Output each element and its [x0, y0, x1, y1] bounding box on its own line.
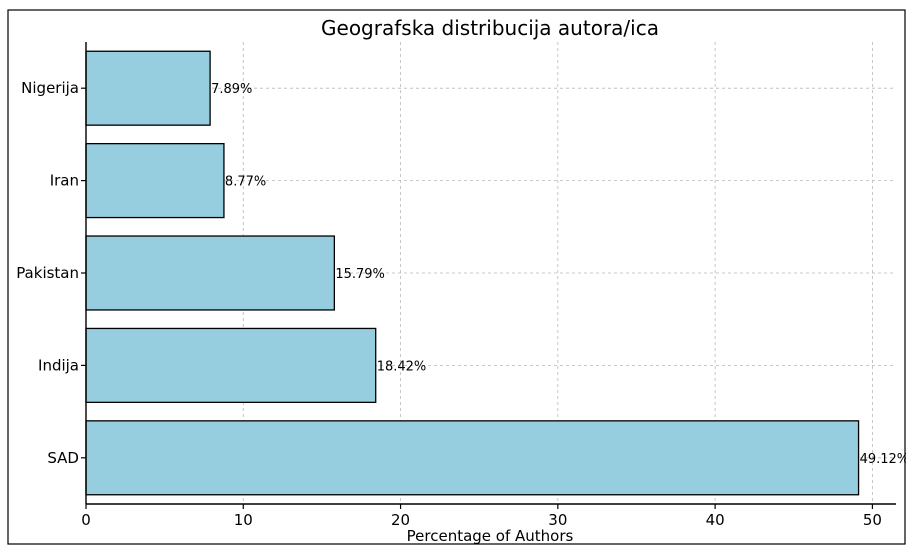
- bar-1: [85, 327, 377, 404]
- x-tick-label-0: 0: [81, 511, 91, 529]
- x-axis-ticks: 0 10 20 30 40 50: [81, 504, 882, 529]
- figure-frame: [7, 9, 906, 545]
- x-tick-label-4: 40: [706, 511, 725, 529]
- bar-2: [85, 235, 335, 311]
- chart-title: Geografska distribucija autora/ica: [321, 16, 659, 40]
- data-label-3: 8.77%: [225, 175, 266, 190]
- y-axis-ticks: SAD Indija Pakistan Iran Nigerija: [16, 79, 86, 467]
- y-tick-label-0: SAD: [47, 449, 79, 467]
- bars: [85, 50, 860, 496]
- x-tick-label-1: 10: [234, 511, 253, 529]
- y-tick-label-3: Iran: [50, 172, 79, 190]
- bar-4: [85, 50, 211, 126]
- x-tick-label-2: 20: [391, 511, 410, 529]
- data-label-4: 7.89%: [211, 82, 252, 97]
- bar-0: [85, 420, 860, 496]
- y-tick-label-2: Pakistan: [16, 264, 79, 282]
- data-labels: 49.12% 18.42% 15.79% 8.77% 7.89%: [211, 82, 906, 467]
- x-tick-label-5: 50: [863, 511, 882, 529]
- x-tick-label-3: 30: [548, 511, 567, 529]
- bar-3: [85, 142, 225, 219]
- x-axis-label: Percentage of Authors: [407, 527, 574, 545]
- data-label-1: 18.42%: [377, 359, 427, 374]
- data-label-2: 15.79%: [335, 267, 385, 282]
- y-tick-label-1: Indija: [38, 356, 79, 374]
- y-tick-label-4: Nigerija: [21, 79, 79, 97]
- data-label-0: 49.12%: [860, 452, 906, 467]
